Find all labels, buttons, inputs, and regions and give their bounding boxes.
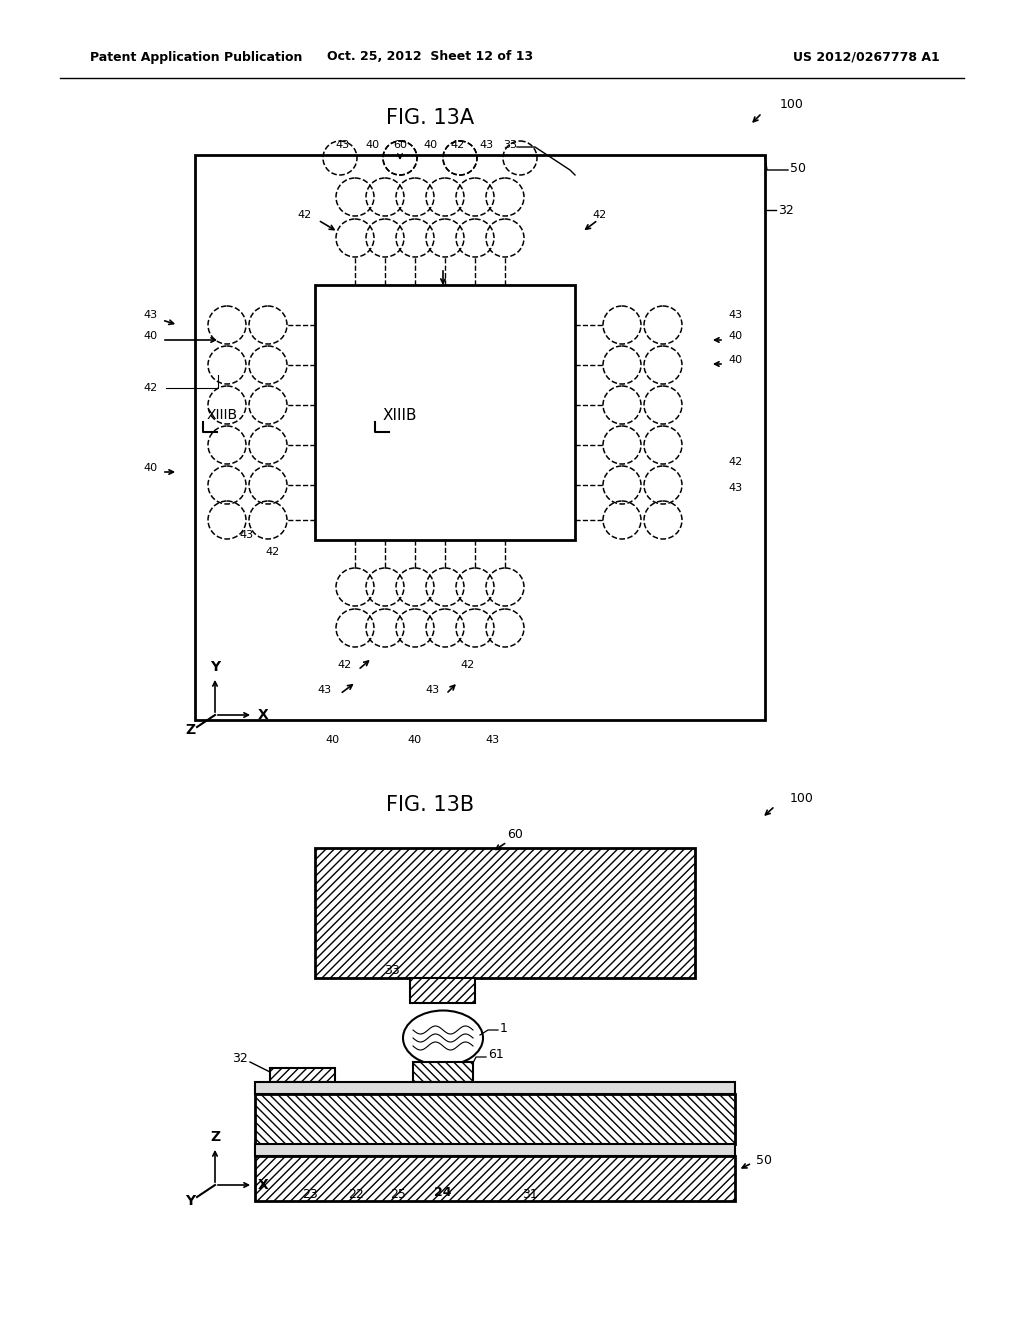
- Text: 43: 43: [728, 483, 742, 492]
- Bar: [315, 285, 575, 540]
- Text: 1: 1: [500, 1022, 508, 1035]
- Text: 40: 40: [365, 140, 379, 150]
- Text: 50: 50: [756, 1154, 772, 1167]
- Text: 40: 40: [408, 735, 422, 744]
- Text: 60: 60: [507, 829, 523, 842]
- Text: Z: Z: [185, 723, 195, 737]
- Text: 33: 33: [384, 965, 400, 978]
- Text: 42: 42: [266, 546, 281, 557]
- Text: 40: 40: [144, 463, 158, 473]
- Text: 40: 40: [728, 331, 742, 341]
- Text: 61: 61: [488, 1048, 504, 1061]
- Text: 42: 42: [298, 210, 312, 220]
- Text: Z: Z: [210, 1130, 220, 1144]
- Text: 33: 33: [503, 140, 517, 150]
- Bar: [255, 1144, 735, 1156]
- Text: 100: 100: [780, 99, 804, 111]
- Text: 42: 42: [143, 383, 158, 393]
- Bar: [255, 1094, 735, 1144]
- Text: 42: 42: [338, 660, 352, 671]
- Text: 42: 42: [593, 210, 607, 220]
- Text: 25: 25: [390, 1188, 406, 1201]
- Text: X: X: [258, 1177, 268, 1192]
- Text: 43: 43: [335, 140, 349, 150]
- Bar: [410, 978, 475, 1003]
- Text: 43: 43: [317, 685, 332, 696]
- Text: 40: 40: [423, 140, 437, 150]
- Text: 40: 40: [326, 735, 340, 744]
- Text: Y: Y: [210, 660, 220, 675]
- Text: 32: 32: [778, 203, 794, 216]
- Text: 100: 100: [790, 792, 814, 804]
- Text: X: X: [258, 708, 268, 722]
- Bar: [413, 1063, 473, 1082]
- Text: 40: 40: [728, 355, 742, 366]
- Text: FIG. 13A: FIG. 13A: [386, 108, 474, 128]
- Text: 22: 22: [348, 1188, 364, 1201]
- Text: 42: 42: [728, 457, 742, 467]
- Text: XIIIB: XIIIB: [383, 408, 417, 422]
- Text: 24: 24: [434, 1185, 452, 1199]
- Bar: [255, 1156, 735, 1201]
- Bar: [195, 154, 765, 719]
- Text: 43: 43: [240, 531, 254, 540]
- Text: 42: 42: [451, 140, 465, 150]
- Text: Patent Application Publication: Patent Application Publication: [90, 50, 302, 63]
- Bar: [255, 1082, 735, 1094]
- Text: 43: 43: [728, 310, 742, 319]
- Text: Y: Y: [185, 1195, 195, 1208]
- Bar: [270, 1068, 335, 1082]
- Ellipse shape: [403, 1011, 483, 1065]
- Text: 31: 31: [522, 1188, 538, 1201]
- Text: 32: 32: [232, 1052, 248, 1064]
- Text: FIG. 13B: FIG. 13B: [386, 795, 474, 814]
- Text: 43: 43: [425, 685, 439, 696]
- Text: US 2012/0267778 A1: US 2012/0267778 A1: [794, 50, 940, 63]
- Text: XIIIB: XIIIB: [207, 408, 238, 422]
- Text: 43: 43: [485, 735, 499, 744]
- Text: 40: 40: [144, 331, 158, 341]
- Text: 23: 23: [302, 1188, 317, 1201]
- Text: 43: 43: [144, 310, 158, 319]
- Text: 42: 42: [461, 660, 475, 671]
- Text: 43: 43: [479, 140, 494, 150]
- Bar: [315, 847, 695, 978]
- Text: Oct. 25, 2012  Sheet 12 of 13: Oct. 25, 2012 Sheet 12 of 13: [327, 50, 534, 63]
- Text: 60: 60: [393, 140, 407, 150]
- Text: 50: 50: [790, 161, 806, 174]
